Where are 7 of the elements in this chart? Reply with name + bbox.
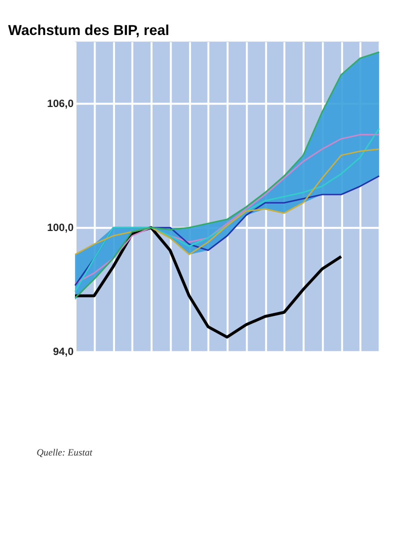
- y-tick-label: 100,0: [47, 222, 74, 234]
- line-series: [74, 148, 380, 256]
- source-note: Quelle: Eustat: [36, 447, 93, 458]
- line-series: [74, 226, 343, 339]
- y-tick-label: 94,0: [53, 346, 74, 358]
- chart-title: Wachstum des BIP, real: [8, 22, 170, 39]
- y-tick-label: 106,0: [47, 98, 74, 110]
